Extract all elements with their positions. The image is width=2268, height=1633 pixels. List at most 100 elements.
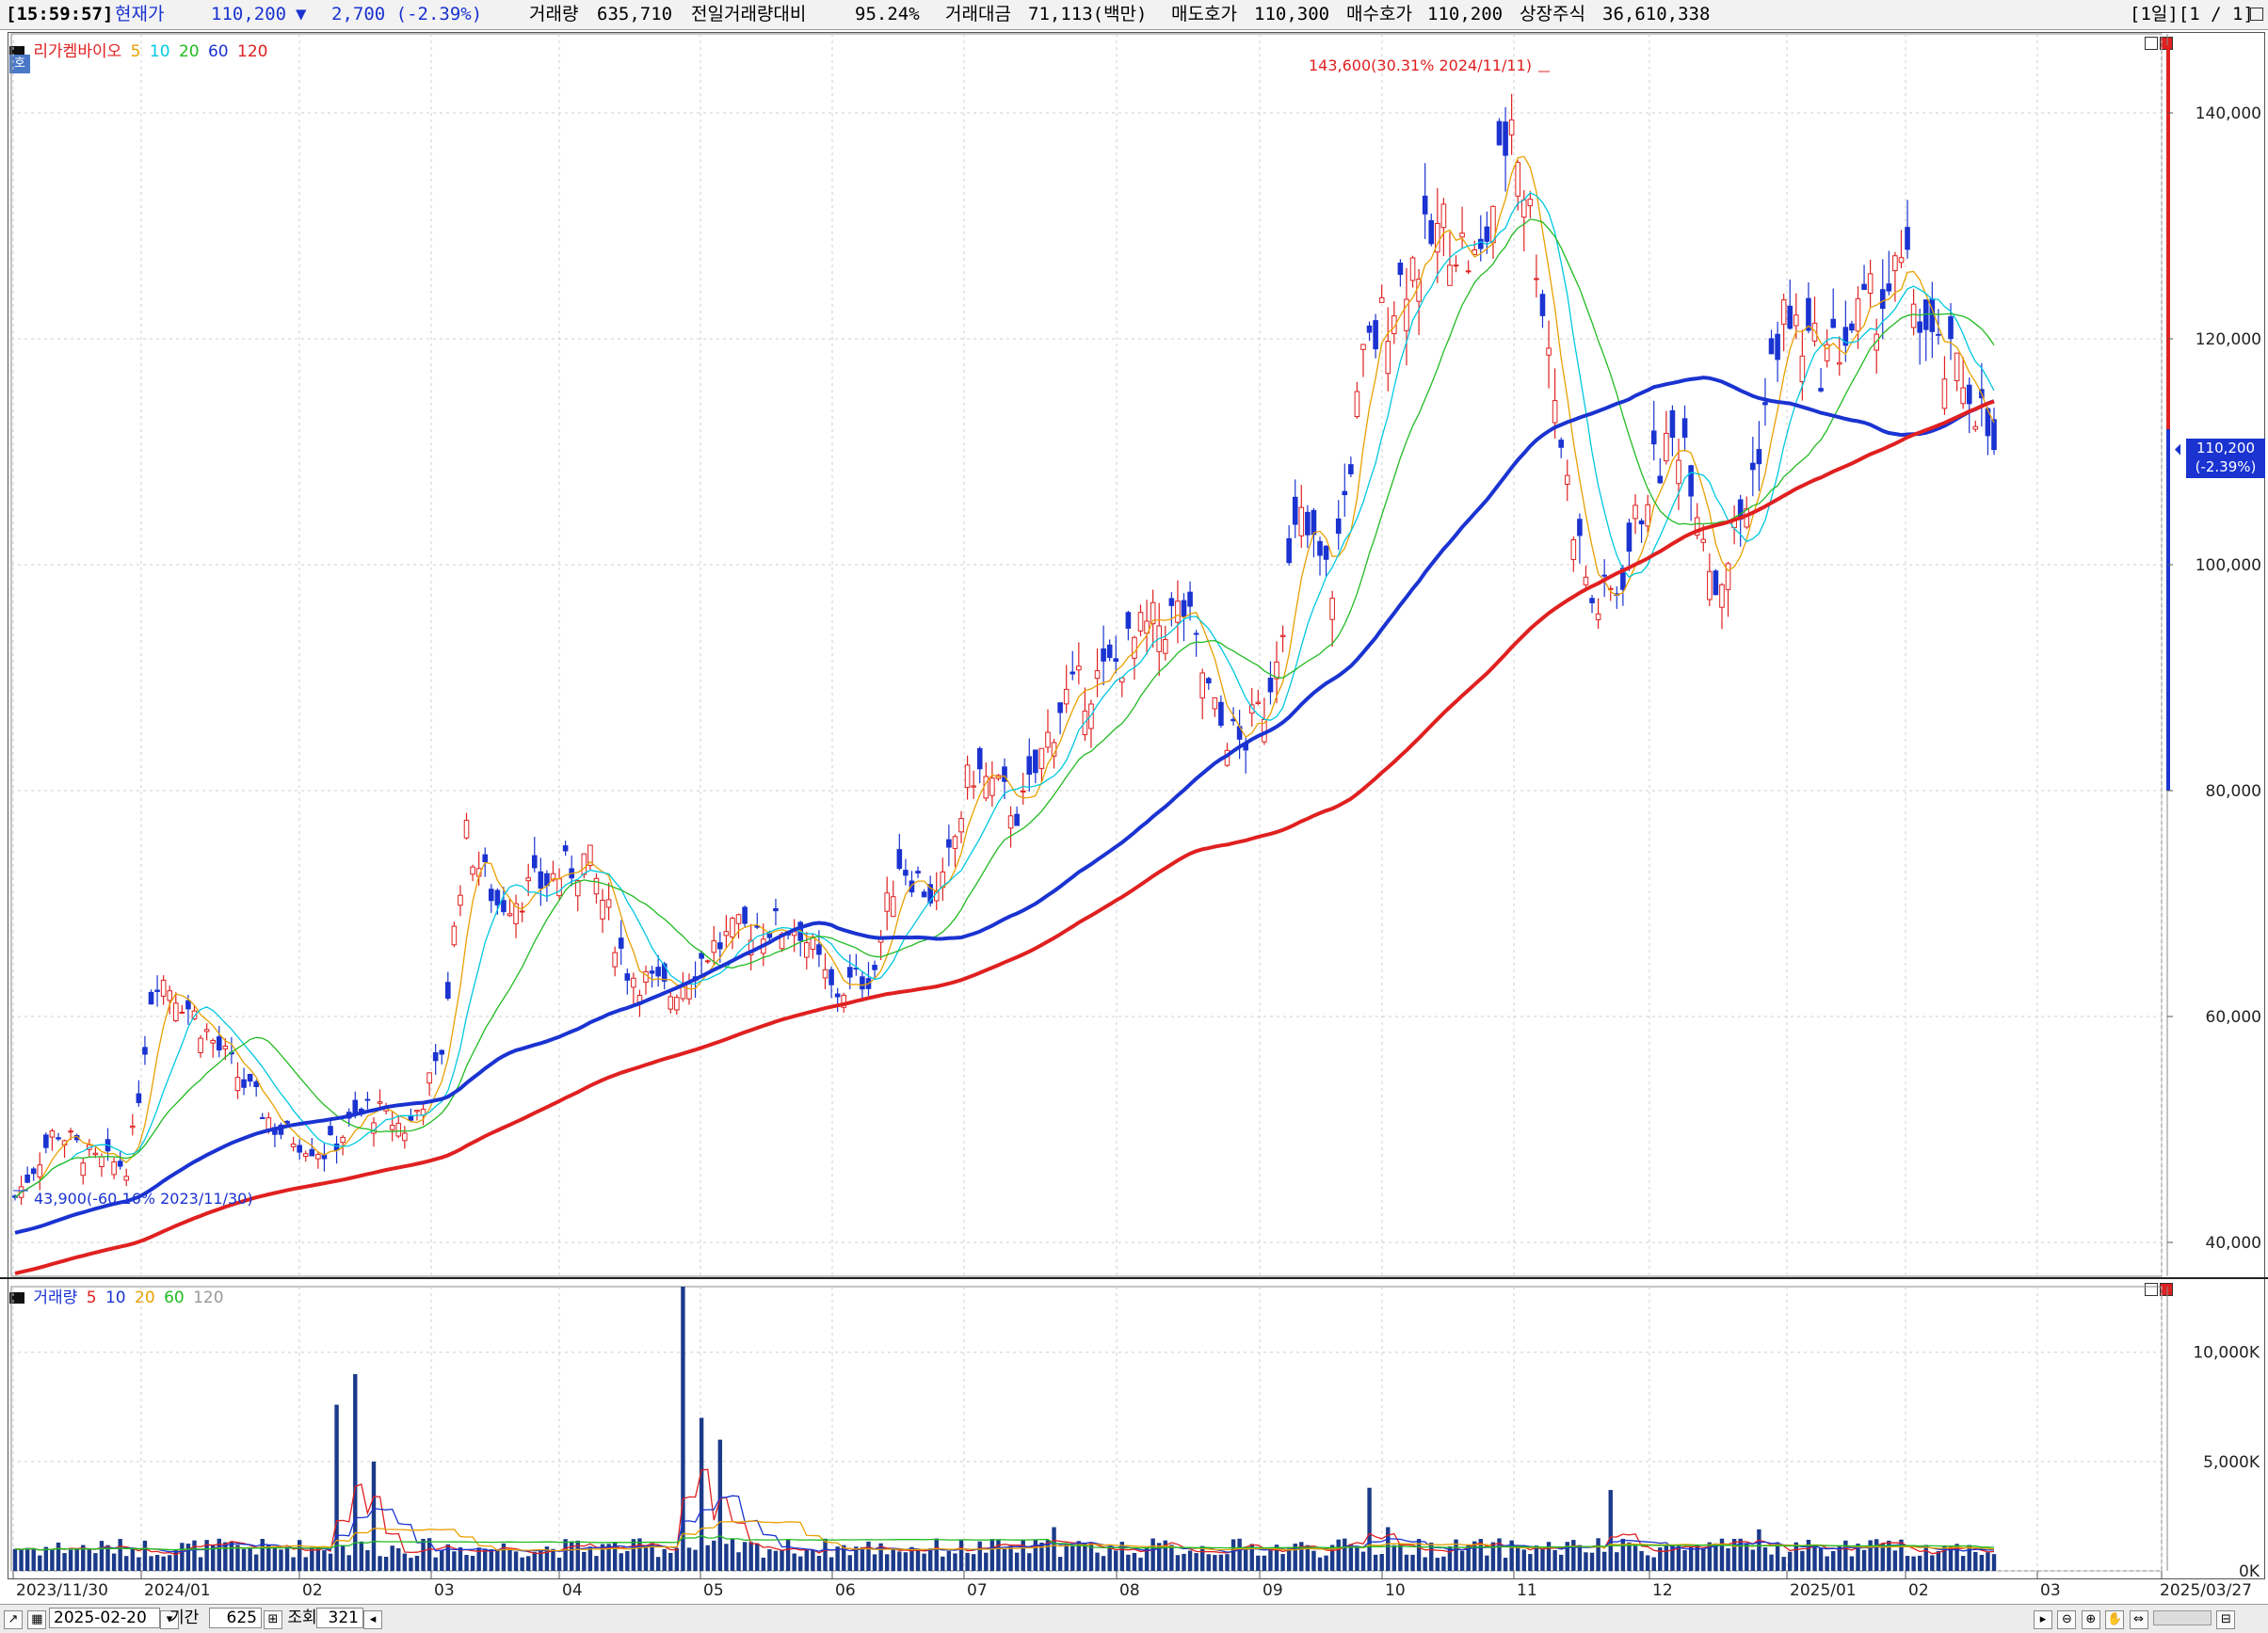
price-chart[interactable]: 140,000 120,000 100,000 80,000 60,000 40,000	[0, 29, 2268, 1277]
volume-bar	[1490, 1542, 1496, 1571]
legend-ma120[interactable]: 120	[237, 42, 268, 61]
pane-maximize-button[interactable]	[2145, 36, 2158, 50]
candle-body	[1231, 718, 1236, 722]
range-slider[interactable]	[2153, 1610, 2212, 1625]
volume-bar	[1917, 1555, 1922, 1571]
scroll-right-icon[interactable]: ▸	[2034, 1610, 2052, 1629]
volume-bar	[674, 1547, 680, 1571]
candle-body	[927, 884, 933, 904]
volume-close-button[interactable]	[2160, 1282, 2173, 1296]
zoom-out-icon[interactable]: ⊖	[2057, 1610, 2077, 1629]
legend-vol-ma10[interactable]: 10	[105, 1289, 126, 1307]
volume-bar	[1138, 1557, 1143, 1571]
candle-body	[1842, 327, 1849, 346]
candle-body	[1026, 756, 1033, 776]
volume-bar	[1175, 1555, 1181, 1571]
candle-body	[1960, 387, 1966, 405]
volume-bar	[1831, 1550, 1836, 1571]
x-tick-label: 03	[2040, 1581, 2061, 1600]
volume-bar	[303, 1557, 308, 1571]
volume-bar	[229, 1541, 234, 1571]
period-page[interactable]: [1일][1 / 1]	[2130, 4, 2254, 24]
legend-ma5[interactable]: 5	[130, 42, 141, 61]
date-input[interactable]: 2025-02-20	[49, 1608, 160, 1628]
candle-body	[1014, 813, 1020, 826]
candle-body	[699, 953, 704, 959]
scroll-left-icon[interactable]: ◂	[363, 1610, 382, 1629]
candle-body	[1503, 121, 1508, 156]
layout-icon[interactable]: ⊟	[2216, 1610, 2236, 1629]
volume-bar	[1688, 1546, 1694, 1571]
volume-bar	[1305, 1545, 1311, 1571]
volume-bar	[551, 1548, 555, 1571]
candle-body	[1162, 639, 1168, 654]
hand-icon[interactable]: ✋	[2105, 1610, 2125, 1629]
volume-bar	[1849, 1556, 1855, 1571]
zoom-range-icon[interactable]: ⇔	[2129, 1610, 2148, 1629]
zoom-in-icon[interactable]: ⊕	[2081, 1610, 2100, 1629]
volume-bar	[1343, 1538, 1347, 1571]
candle-body	[451, 925, 458, 946]
volume-bar	[1615, 1552, 1619, 1571]
legend-vol-ma60[interactable]: 60	[164, 1289, 185, 1307]
volume-bar	[1144, 1546, 1150, 1571]
volume-bar	[328, 1553, 333, 1571]
legend-ma20[interactable]: 20	[178, 42, 200, 61]
volume-maximize-button[interactable]	[2145, 1282, 2158, 1296]
legend-ma10[interactable]: 10	[149, 42, 170, 61]
legend-volume[interactable]: 거래량	[33, 1289, 78, 1307]
date-select[interactable]: 2025-02-20 ▾	[49, 1608, 179, 1629]
volume-bar	[1558, 1554, 1564, 1571]
legend-ma60[interactable]: 60	[207, 42, 229, 61]
volume-bar	[476, 1547, 481, 1571]
legend-vol-ma5[interactable]: 5	[86, 1289, 97, 1307]
candle-body	[414, 1110, 420, 1113]
volume-bar	[1781, 1557, 1786, 1571]
price-legend: 리가켐바이오 5 10 20 60 120	[9, 38, 271, 61]
legend-vol-ma20[interactable]: 20	[135, 1289, 155, 1307]
candle-body	[1286, 537, 1292, 564]
candle-body	[463, 820, 470, 839]
volume-bar	[1571, 1540, 1576, 1571]
candle-body	[1836, 361, 1842, 365]
volume-bar	[1750, 1549, 1756, 1571]
volume-bar	[1633, 1545, 1638, 1571]
candle-body	[1707, 570, 1713, 600]
volume-bar	[1986, 1552, 1990, 1571]
query-input[interactable]: 321	[316, 1608, 363, 1628]
volume-bar	[569, 1541, 574, 1571]
volume-bar	[922, 1553, 926, 1571]
volume-bar	[1039, 1542, 1044, 1571]
period-input[interactable]: 625	[209, 1608, 262, 1628]
volume-bar	[582, 1551, 587, 1571]
candle-body	[1422, 195, 1428, 215]
volume-chart[interactable]: 10,000K 5,000K 0K 2023/11/30 2024/01 02 03 04 05…	[0, 1279, 2268, 1604]
chevron-down-icon[interactable]: ▾	[160, 1610, 179, 1629]
volume-bar	[767, 1549, 772, 1571]
candle-body	[593, 877, 600, 895]
candle-body	[315, 1154, 321, 1160]
candle-body	[1601, 574, 1607, 577]
candle-body	[458, 894, 463, 906]
query-label[interactable]: 조회	[287, 1609, 317, 1627]
window-button[interactable]	[2250, 8, 2263, 21]
volume-bar	[142, 1540, 148, 1571]
order-book-icon[interactable]: 호	[9, 55, 30, 73]
pane-divider[interactable]	[0, 1277, 2268, 1279]
x-tick-label: 2025/03/27	[2160, 1581, 2252, 1600]
candle-body	[24, 1174, 30, 1183]
candle-body	[68, 1130, 73, 1133]
candle-body	[668, 996, 674, 1010]
volume-bar	[1447, 1545, 1453, 1571]
candle-body	[253, 1081, 259, 1087]
legend-stock-name[interactable]: 리가켐바이오	[33, 42, 122, 61]
calendar-icon[interactable]: ▦	[27, 1610, 47, 1629]
volume-bar	[440, 1550, 444, 1571]
cursor-icon[interactable]: ↗	[4, 1610, 23, 1629]
volume-bar	[1596, 1538, 1600, 1571]
query-control: ⊞ 조회	[264, 1608, 317, 1629]
query-icon[interactable]: ⊞	[264, 1610, 282, 1629]
legend-vol-ma120[interactable]: 120	[193, 1289, 224, 1307]
x-tick-label: 04	[562, 1581, 583, 1600]
volume-bar	[1719, 1538, 1725, 1571]
